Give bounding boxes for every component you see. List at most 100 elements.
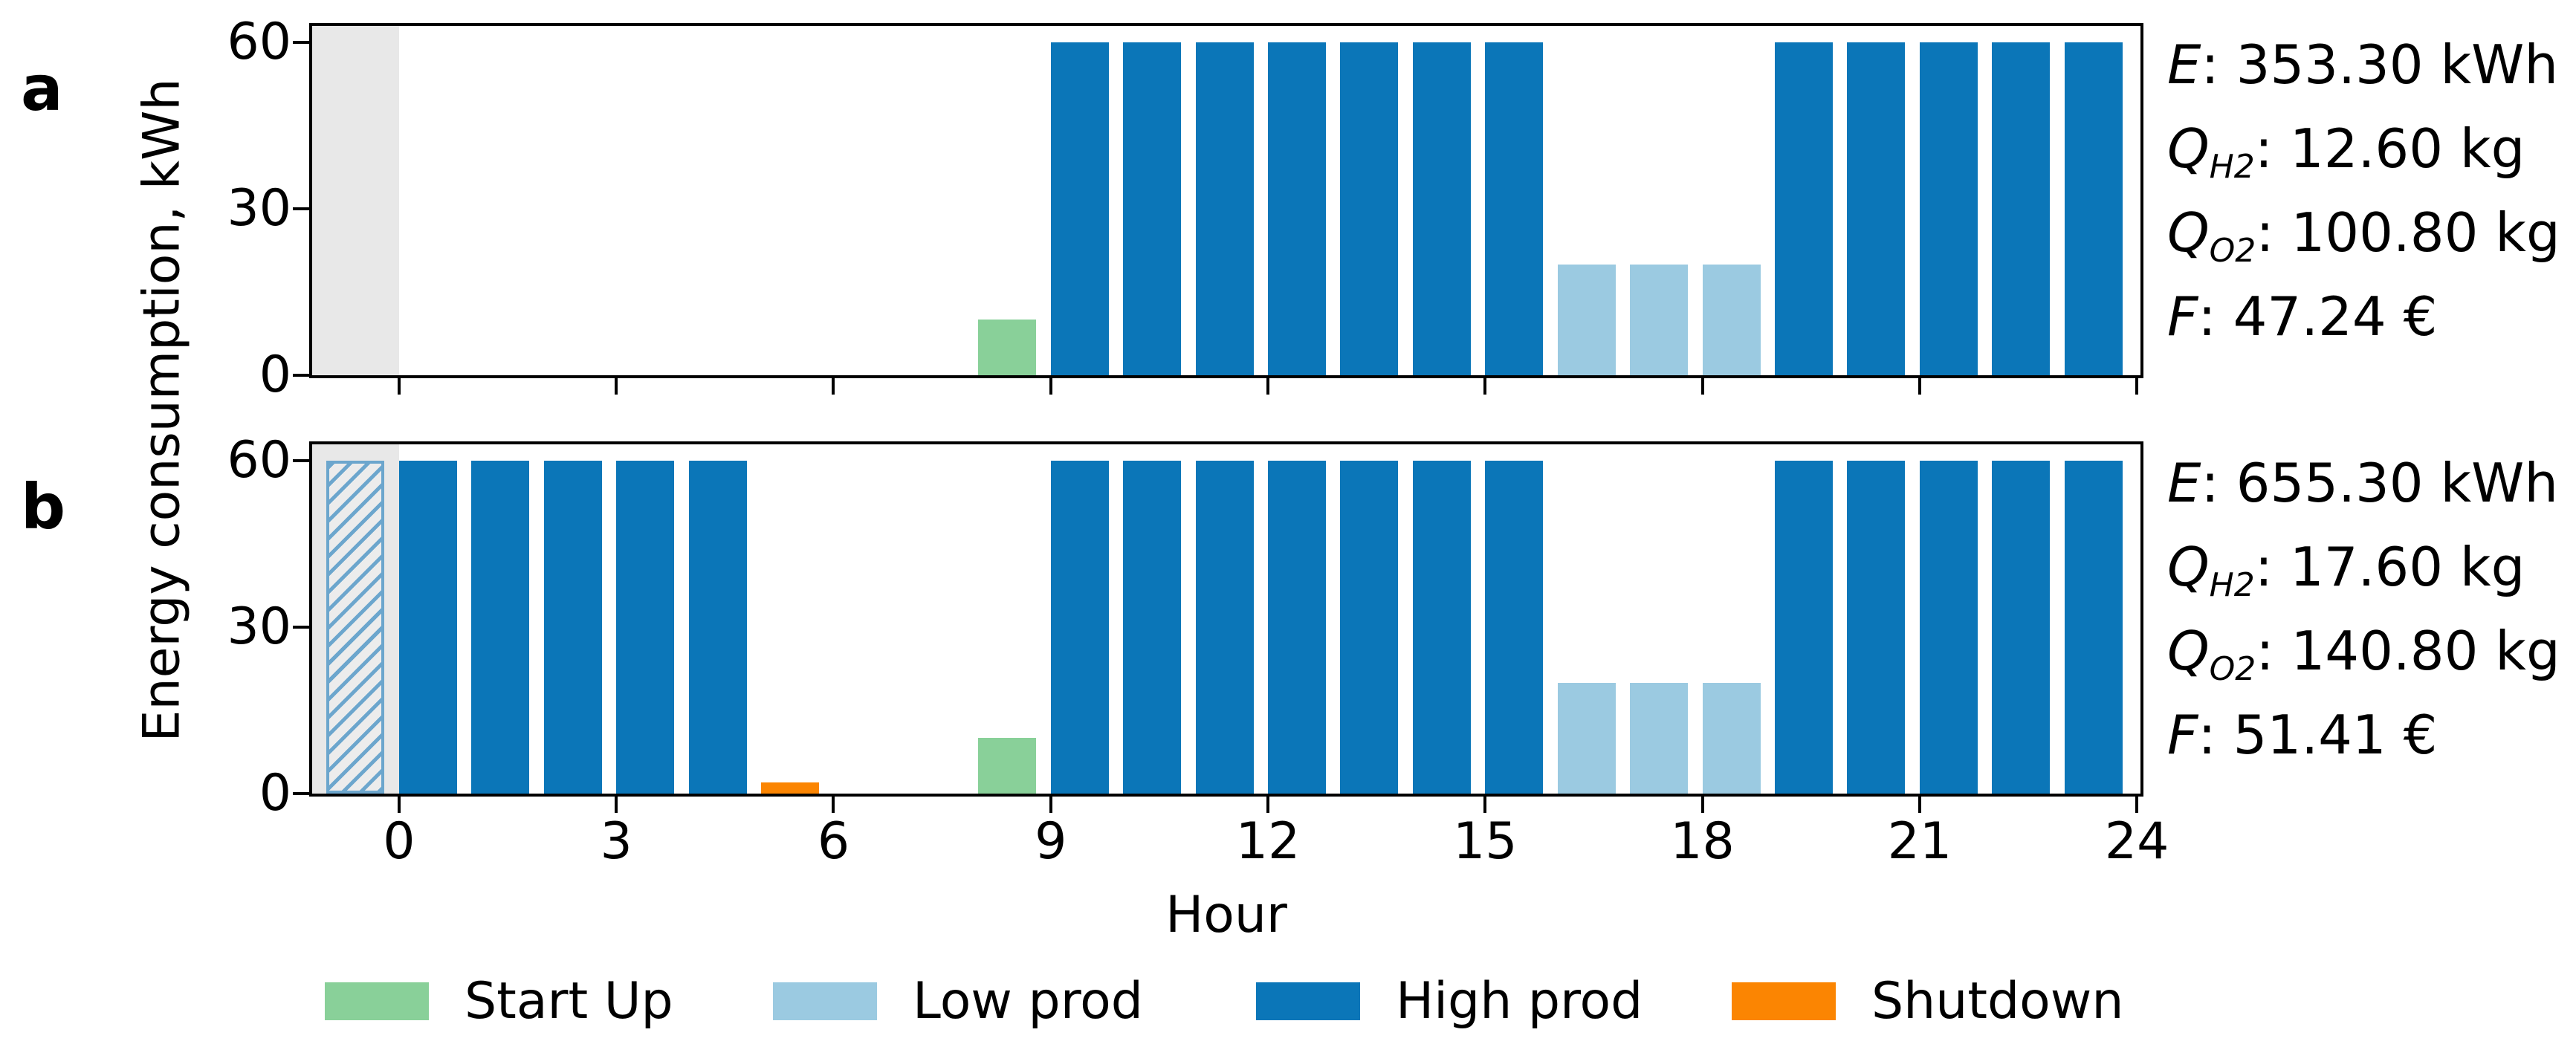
annotation-separator: : [2201, 33, 2236, 96]
annotation-line: F: 51.41 € [2167, 702, 2560, 786]
x-tick-label: 21 [1887, 812, 1952, 871]
annotation-line: E: 353.30 kWh [2167, 32, 2560, 116]
bar-hour-18-low [1702, 264, 1761, 375]
x-tick [832, 378, 835, 395]
x-tick [1483, 797, 1487, 813]
bar-hour-15-high [1485, 42, 1544, 375]
annotation-symbol: F [2167, 285, 2198, 348]
annotation-line: E: 655.30 kWh [2167, 450, 2560, 534]
x-tick [1918, 797, 1921, 813]
x-tick [832, 797, 835, 813]
legend-swatch-low [773, 982, 877, 1020]
x-tick-label: 9 [1035, 812, 1067, 871]
y-tick [293, 792, 309, 795]
bar-hour-1-high [471, 461, 530, 794]
x-tick [1700, 378, 1704, 395]
bar-hour-12-high [1268, 42, 1326, 375]
annotation-value: 17.60 kg [2289, 536, 2525, 598]
annotation-symbol: Q [2167, 620, 2210, 682]
bar-hour-5-shutdown [761, 782, 819, 794]
annotation-line: F: 47.24 € [2167, 284, 2560, 368]
bar-hour-11-high [1195, 461, 1254, 794]
legend-swatch-high [1256, 982, 1360, 1020]
legend-swatch-startup [325, 982, 429, 1020]
x-tick-label: 12 [1235, 812, 1301, 871]
bar-hour-2-high [543, 461, 602, 794]
annotation-value: 140.80 kg [2291, 620, 2560, 682]
bar-hour-8-startup [978, 738, 1037, 794]
y-tick [293, 459, 309, 463]
x-tick-label: 0 [383, 812, 415, 871]
bar-hour-16-low [1557, 264, 1616, 375]
bar-hour-22-high [1992, 42, 2051, 375]
annotation-value: 655.30 kWh [2236, 452, 2558, 514]
panel-b-label: b [21, 470, 66, 543]
annotation-symbol: E [2167, 33, 2201, 96]
annotation-line: QO2: 100.80 kg [2167, 200, 2560, 284]
bar-hour-14-high [1412, 42, 1471, 375]
panel-a-label: a [21, 52, 63, 125]
bar-hour-8-startup [978, 320, 1037, 375]
x-axis-label: Hour [1165, 886, 1287, 944]
y-tick [293, 41, 309, 45]
bar-hour-19-high [1775, 461, 1833, 794]
x-tick [615, 797, 618, 813]
annotation-symbol: Q [2167, 117, 2210, 180]
bar-hour-0-high [398, 461, 457, 794]
bar-hour-14-high [1412, 461, 1471, 794]
x-tick-label: 15 [1453, 812, 1518, 871]
x-tick [615, 378, 618, 395]
x-tick [1918, 378, 1921, 395]
bar-hour-21-high [1919, 42, 1978, 375]
legend-swatch-shutdown [1732, 982, 1836, 1020]
x-tick [1049, 378, 1052, 395]
legend-label-shutdown: Shutdown [1871, 972, 2124, 1031]
bar-hour-23-high [2064, 42, 2123, 375]
annotation-subscript: H2 [2209, 566, 2255, 604]
y-tick-label: 30 [227, 597, 291, 657]
x-tick [1266, 378, 1270, 395]
annotation-symbol: Q [2167, 536, 2210, 598]
annotation-separator: : [2198, 704, 2233, 766]
y-tick-label: 0 [259, 764, 291, 823]
annotation-value: 100.80 kg [2291, 201, 2560, 264]
annotation-value: 353.30 kWh [2236, 33, 2558, 96]
bar-hour-3-high [616, 461, 675, 794]
bar-hour-17-low [1630, 264, 1689, 375]
annotation-subscript: O2 [2209, 650, 2256, 688]
annotation-line: QH2: 12.60 kg [2167, 116, 2560, 200]
bar-hour-19-high [1775, 42, 1833, 375]
x-tick [2135, 797, 2139, 813]
y-tick-label: 0 [259, 346, 291, 404]
annotation-separator: : [2256, 620, 2291, 682]
bar-hour-23-high [2064, 461, 2123, 794]
annotation-separator: : [2256, 201, 2291, 264]
y-tick-label: 60 [227, 13, 291, 72]
x-tick-label: 24 [2104, 812, 2169, 871]
legend-label-startup: Start Up [465, 972, 673, 1031]
annotation-separator: : [2254, 117, 2290, 180]
x-tick [1049, 797, 1052, 813]
annotation-value: 12.60 kg [2289, 117, 2525, 180]
annotation-value: 51.41 € [2233, 704, 2438, 766]
x-tick-label: 18 [1670, 812, 1735, 871]
legend-label-low: Low prod [913, 972, 1143, 1031]
bar-hour-17-low [1630, 682, 1689, 794]
y-tick-label: 30 [227, 179, 291, 239]
bar-hour-9-high [1050, 42, 1109, 375]
annotation-line: QO2: 140.80 kg [2167, 618, 2560, 702]
y-tick [293, 374, 309, 377]
x-tick [2135, 378, 2139, 395]
x-tick [1700, 797, 1704, 813]
annotation-separator: : [2254, 536, 2290, 598]
x-tick [1483, 378, 1487, 395]
y-tick [293, 626, 309, 629]
bar-hour-4-high [688, 461, 747, 794]
bar-hour-10-high [1123, 461, 1182, 794]
bar-hour-22-high [1992, 461, 2051, 794]
bar-hour-10-high [1123, 42, 1182, 375]
bar-hour-21-high [1919, 461, 1978, 794]
bar-hour-15-high [1485, 461, 1544, 794]
bar-hour--1-carryover [326, 461, 385, 794]
